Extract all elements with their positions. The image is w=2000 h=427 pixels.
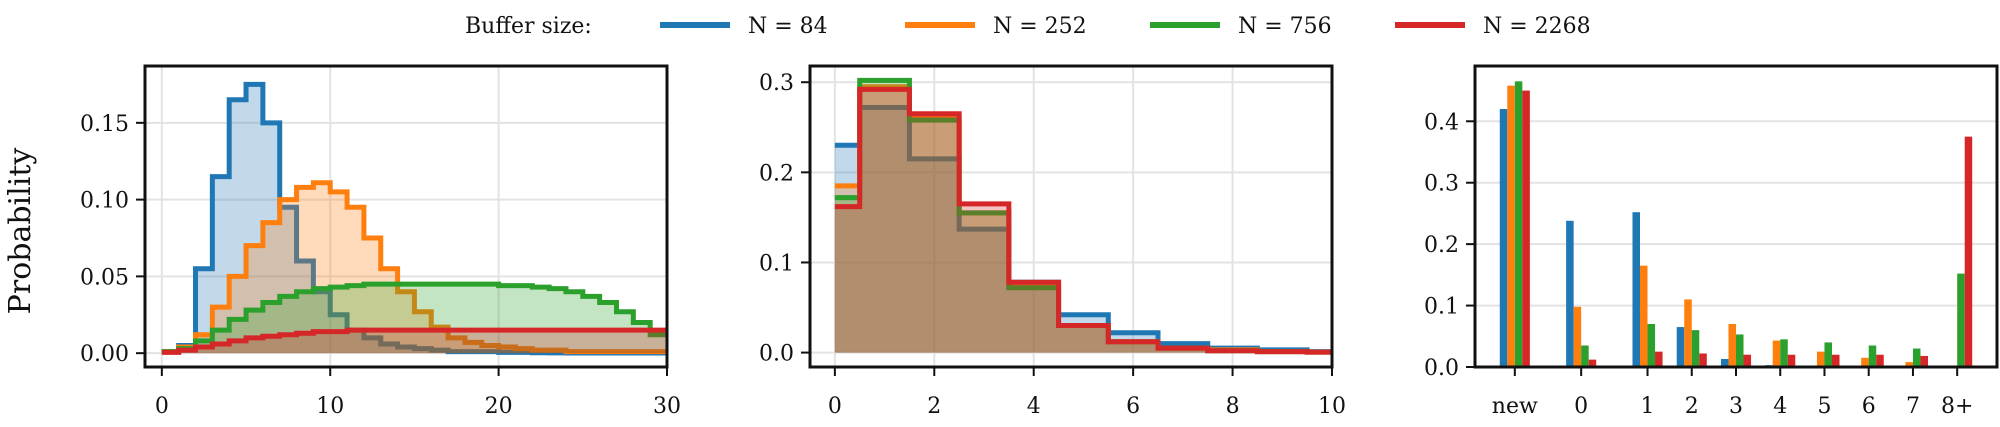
bar bbox=[1957, 273, 1965, 367]
bar bbox=[1699, 353, 1707, 367]
legend-label: N = 2268 bbox=[1483, 14, 1591, 39]
bar bbox=[1868, 345, 1877, 367]
y-tick-label: 0.00 bbox=[80, 342, 129, 367]
bar bbox=[1573, 306, 1582, 367]
x-tick-label: 0 bbox=[1574, 394, 1588, 419]
y-tick-label: 0.1 bbox=[759, 251, 794, 276]
bar bbox=[1588, 359, 1597, 367]
x-tick-label: 10 bbox=[1318, 394, 1346, 419]
x-tick-label: 4 bbox=[1773, 394, 1787, 419]
bar bbox=[1632, 212, 1641, 367]
legend-label: N = 84 bbox=[748, 14, 828, 39]
legend-title: Buffer size: bbox=[465, 14, 592, 39]
bar bbox=[1920, 355, 1928, 367]
bar bbox=[1824, 342, 1832, 367]
y-tick-label: 0.0 bbox=[1424, 356, 1459, 381]
panel-bucket-bar-chart: 0.0 0.1 0.2 0.3 0.4 new 0 1 2 3 4 5 6 7 8+ bbox=[1424, 64, 1999, 419]
bar bbox=[1514, 81, 1523, 367]
bar bbox=[1647, 324, 1656, 367]
plot-area bbox=[1499, 81, 1973, 367]
y-tick-label: 0.2 bbox=[1424, 233, 1459, 258]
y-tick-label: 0.3 bbox=[759, 71, 794, 96]
x-tick-label: 8+ bbox=[1941, 394, 1973, 419]
series-fill bbox=[161, 84, 667, 354]
bar bbox=[1831, 354, 1840, 367]
bar bbox=[1780, 339, 1788, 367]
x-tick-label: 4 bbox=[1027, 394, 1041, 419]
x-tick-label: new bbox=[1492, 394, 1538, 419]
bar bbox=[1522, 90, 1530, 367]
panel-gap-histogram: 0.0 0.1 0.2 0.3 0 2 4 6 8 10 bbox=[759, 64, 1346, 419]
bar bbox=[1684, 299, 1692, 367]
x-tick-label: 20 bbox=[485, 394, 513, 419]
y-tick-label: 0.10 bbox=[80, 189, 129, 214]
y-tick-label: 0.0 bbox=[759, 342, 794, 367]
bar bbox=[1691, 330, 1700, 367]
x-tick-label: 3 bbox=[1729, 394, 1743, 419]
panel-tenure-histogram: 0.00 0.05 0.10 0.15 0 10 20 30 bbox=[80, 64, 681, 419]
x-tick-label: 30 bbox=[653, 394, 681, 419]
y-tick-label: 0.4 bbox=[1424, 110, 1459, 135]
bar bbox=[1816, 351, 1825, 367]
y-tick-label: 0.1 bbox=[1424, 295, 1459, 320]
axes-frame bbox=[143, 64, 669, 369]
y-tick-label: 0.2 bbox=[759, 161, 794, 186]
bar bbox=[1787, 354, 1796, 367]
x-tick-label: 0 bbox=[155, 394, 169, 419]
bar bbox=[1507, 85, 1515, 367]
series-step-line bbox=[834, 86, 1332, 355]
bar bbox=[1581, 345, 1589, 367]
series-step-line bbox=[161, 180, 667, 355]
y-tick-label: 0.3 bbox=[1424, 172, 1459, 197]
bar bbox=[1772, 340, 1781, 367]
bar bbox=[1566, 220, 1574, 367]
series-step-line bbox=[161, 281, 667, 355]
x-tick-label: 8 bbox=[1226, 394, 1240, 419]
legend-label: N = 756 bbox=[1238, 14, 1332, 39]
x-tick-label: 2 bbox=[1685, 394, 1699, 419]
bar bbox=[1876, 354, 1884, 367]
x-tick-label: 6 bbox=[1126, 394, 1140, 419]
axes-frame bbox=[1473, 64, 1999, 369]
bar bbox=[1736, 334, 1744, 367]
y-tick-label: 0.15 bbox=[80, 112, 129, 137]
x-tick-label: 6 bbox=[1862, 394, 1876, 419]
bar bbox=[1728, 324, 1736, 367]
x-tick-label: 10 bbox=[316, 394, 344, 419]
bar bbox=[1964, 136, 1973, 367]
series-step-line bbox=[161, 327, 667, 355]
series-step-line bbox=[161, 81, 667, 356]
bar bbox=[1655, 351, 1663, 367]
y-tick-label: 0.05 bbox=[80, 265, 129, 290]
axes-frame bbox=[808, 64, 1334, 369]
x-tick-label: 7 bbox=[1906, 394, 1920, 419]
bar bbox=[1861, 357, 1869, 367]
bar bbox=[1743, 354, 1752, 367]
bar bbox=[1912, 348, 1921, 367]
legend-label: N = 252 bbox=[993, 14, 1087, 39]
bar bbox=[1720, 359, 1729, 367]
series-fill bbox=[161, 182, 667, 354]
bar bbox=[1499, 109, 1508, 367]
bar bbox=[1640, 265, 1648, 367]
x-tick-label: 5 bbox=[1817, 394, 1831, 419]
x-tick-label: 0 bbox=[828, 394, 842, 419]
plot-area bbox=[161, 81, 667, 356]
bar bbox=[1905, 362, 1913, 367]
legend: Buffer size: N = 84 N = 252 N = 756 N = 226… bbox=[465, 14, 1591, 39]
bar bbox=[1676, 327, 1685, 367]
y-axis-label: Probability bbox=[3, 148, 38, 315]
x-tick-label: 2 bbox=[927, 394, 941, 419]
x-tick-label: 1 bbox=[1641, 394, 1655, 419]
plot-area bbox=[834, 77, 1332, 355]
